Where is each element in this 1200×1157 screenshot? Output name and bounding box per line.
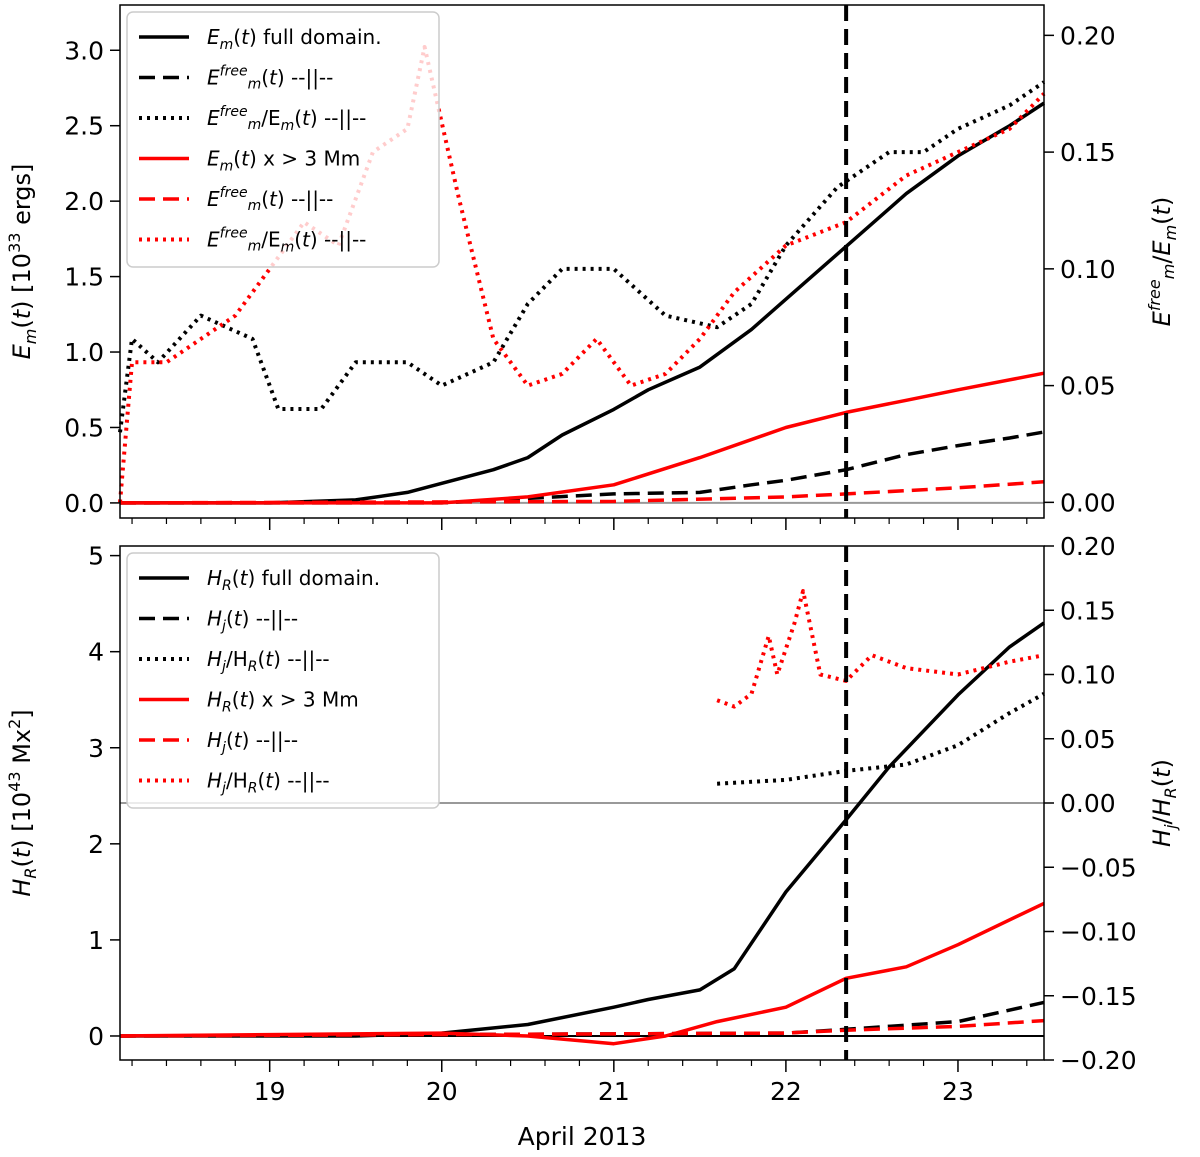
legend-label: Efreem(t) --||-- [207,64,333,93]
left-y-tick-label: 0.5 [64,413,104,442]
left-y-tick-label: 2.5 [64,112,104,141]
series-line-1 [120,621,1046,1038]
left-y-tick-label: 1.0 [64,338,104,367]
left-y-tick-label: 2.0 [64,187,104,216]
series-line-5 [119,480,1045,505]
left-y-tick-label: 3.0 [64,36,104,65]
series-line-4 [120,371,1045,505]
series-line-1 [120,101,1045,505]
plot-frame [119,4,1045,519]
right-y-tick-label: 0.10 [1060,661,1116,690]
legend-label: Hj/HR(t) --||-- [207,769,330,797]
legend-label: HR(t) full domain. [207,566,380,594]
legend-label: Hj(t) --||-- [207,728,298,756]
right-y-axis-title: Hj/HR(t) [1148,759,1180,847]
right-y-tick-label: −0.20 [1060,1046,1137,1075]
series-line-6 [118,45,1046,503]
left-y-tick-label: 0 [88,1022,104,1051]
left-y-tick-label: 5 [88,542,104,571]
right-y-tick-label: 0.05 [1060,725,1116,754]
right-y-tick-label: 0.10 [1060,255,1116,284]
series-line-6 [716,589,1045,709]
series-line-3 [118,80,1046,433]
left-y-tick-label: 1 [88,926,104,955]
right-y-tick-label: 0.00 [1060,488,1116,517]
right-y-tick-label: 0.00 [1060,789,1116,818]
legend-box [126,11,440,268]
right-y-tick-label: −0.15 [1060,982,1137,1011]
right-y-tick-label: −0.10 [1060,918,1137,947]
left-y-tick-label: 1.5 [64,263,104,292]
legend-label: HR(t) x > 3 Mm [207,688,359,716]
top-panel: 0.0 0.5 1.0 1.5 2.0 2.5 3.0 0.00 0.05 0.10 0.15 0.2… [5,4,1180,530]
right-y-tick-label: −0.05 [1060,853,1137,882]
legend-box [126,552,440,809]
legend: Em(t) full domain. Efreem(t) --||-- Efreem… [126,11,440,268]
legend-label: Em(t) x > 3 Mm [207,147,360,175]
bottom-panel: 19 20 21 22 23012345−0.20−0.15−0.10−0.050.00… [5,532,1180,1106]
left-y-tick-label: 0.0 [64,489,104,518]
series-line-3 [716,692,1045,786]
legend-label: Efreem/Em(t) --||-- [207,226,366,256]
right-y-tick-label: 0.20 [1060,532,1116,561]
right-y-axis-title: Efreem/Em(t) [1145,197,1180,327]
right-y-tick-label: 0.15 [1060,138,1116,167]
x-axis-label: April 2013 [518,1122,647,1151]
x-tick-label: 21 [598,1077,630,1106]
legend: HR(t) full domain. Hj(t) --||-- Hj/HR(t) -… [126,552,440,809]
x-tick-label: 20 [426,1077,458,1106]
right-y-tick-label: 0.20 [1060,21,1116,50]
left-y-tick-label: 3 [88,734,104,763]
left-y-axis-title: Em(t) [1033 ergs] [5,164,40,360]
left-y-tick-label: 2 [88,830,104,859]
left-y-axis-title: HR(t) [1043 Mx2] [5,709,40,896]
x-tick-label: 22 [770,1077,802,1106]
x-tick-label: 19 [254,1077,286,1106]
legend-label: Hj/HR(t) --||-- [207,647,330,675]
right-y-tick-label: 0.15 [1060,596,1116,625]
x-tick-label: 23 [942,1077,974,1106]
legend-label: Em(t) full domain. [207,25,382,53]
right-y-tick-label: 0.05 [1060,372,1116,401]
legend-label: Efreem(t) --||-- [207,185,333,214]
series-line-2 [120,430,1045,505]
left-y-tick-label: 4 [88,638,104,667]
series-line-2 [119,1000,1045,1038]
legend-label: Efreem/Em(t) --||-- [207,104,366,134]
legend-label: Hj(t) --||-- [207,607,298,635]
series-line-4 [119,901,1045,1046]
